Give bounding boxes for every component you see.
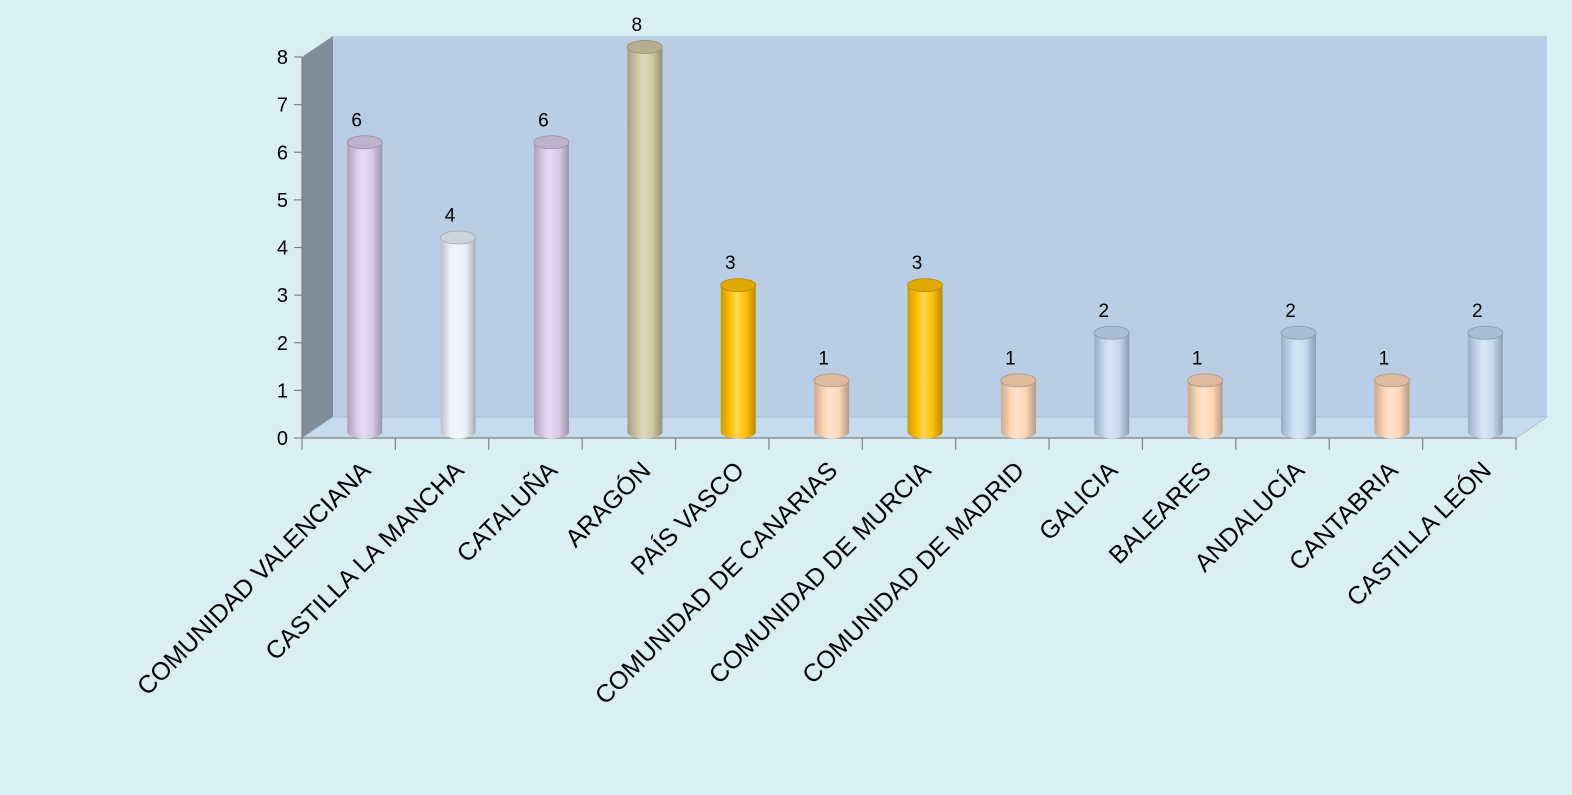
bar-top (440, 230, 476, 245)
bar (1280, 325, 1317, 439)
x-tick-label: ARAGÓN (559, 456, 656, 553)
x-tick-label: CATALUÑA (451, 456, 563, 568)
side-wall (302, 36, 333, 438)
data-label: 2 (1098, 301, 1109, 322)
bar-body (1187, 380, 1223, 439)
y-tick-label: 3 (277, 285, 288, 307)
bar-top (1093, 325, 1130, 340)
bar (813, 373, 850, 439)
bar-body (440, 237, 476, 439)
bar-top (1467, 325, 1504, 340)
bar (626, 40, 663, 439)
y-tick-label: 8 (277, 47, 288, 69)
y-tick-label: 7 (277, 95, 288, 117)
bar-top (907, 278, 943, 293)
bars (346, 40, 1504, 439)
bar-body (814, 380, 850, 439)
bar-top (1374, 373, 1410, 388)
y-tick-label: 4 (277, 238, 288, 260)
data-label: 1 (818, 348, 829, 369)
bar-body (1467, 332, 1503, 439)
data-label: 1 (1379, 348, 1390, 369)
data-label: 4 (445, 206, 456, 227)
bar-top (346, 135, 383, 150)
bar (533, 135, 570, 439)
y-tick-label: 6 (277, 142, 288, 164)
bar-top (1000, 373, 1037, 388)
bar-top (626, 40, 663, 54)
data-label: 3 (912, 253, 923, 274)
bar (346, 135, 383, 439)
data-label: 3 (725, 253, 736, 274)
bar-body (720, 285, 756, 439)
bar (1374, 373, 1410, 439)
bar-body (1094, 332, 1130, 439)
data-label: 8 (632, 15, 643, 36)
bar (1187, 373, 1224, 439)
bar-body (533, 142, 569, 439)
x-tick-label: GALICIA (1034, 456, 1124, 546)
bar-body (627, 47, 663, 439)
bar (1467, 325, 1504, 439)
x-tick-label: CASTILLA LA MANCHA (260, 456, 470, 666)
bar-body (1000, 380, 1036, 439)
data-label: 2 (1285, 301, 1296, 322)
y-tick-label: 0 (277, 428, 288, 450)
bar-body (1281, 332, 1317, 439)
y-tick-label: 1 (277, 380, 288, 402)
bar-body (347, 142, 383, 439)
bar-top (533, 135, 570, 150)
y-axis: 0 1 2 3 4 5 6 7 8 (277, 47, 303, 450)
data-label: 2 (1472, 301, 1483, 322)
bar (720, 278, 757, 439)
bar (1000, 373, 1037, 439)
data-label: 6 (538, 110, 549, 131)
y-tick-label: 2 (277, 333, 288, 355)
bar-body (907, 285, 943, 439)
bar-body (1374, 380, 1410, 439)
data-label: 1 (1005, 348, 1016, 369)
bar-top (720, 278, 757, 293)
bar (440, 230, 476, 439)
bar (907, 278, 943, 439)
bar-top (813, 373, 850, 388)
data-labels: 6 4 6 8 3 1 3 1 2 1 2 1 2 (351, 15, 1482, 369)
bar (1093, 325, 1130, 439)
data-label: 6 (351, 110, 362, 131)
bar-top (1280, 325, 1317, 340)
y-tick-label: 5 (277, 190, 288, 212)
data-label: 1 (1192, 348, 1203, 369)
bar-top (1187, 373, 1224, 388)
